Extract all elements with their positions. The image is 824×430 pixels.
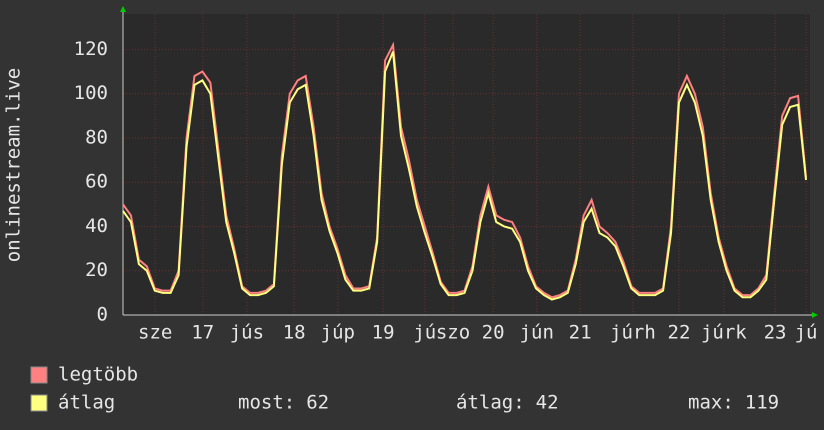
x-tick-label: 23: [764, 322, 787, 344]
y-axis-label: onlinestream.live: [3, 68, 25, 262]
stat-value: 62: [306, 392, 329, 414]
x-tick-label: 20: [482, 322, 505, 344]
stat-value: 42: [536, 392, 559, 414]
y-tick-label: 100: [74, 82, 108, 104]
stat-label: most:: [238, 392, 295, 414]
x-tick-label: 22: [668, 322, 691, 344]
y-tick-label: 120: [74, 38, 108, 60]
x-tick-label: jús: [230, 322, 264, 344]
x-tick-label: 19: [372, 322, 395, 344]
series-line: [122, 51, 808, 301]
axis-arrow: [812, 312, 818, 318]
y-tick-label: 20: [85, 259, 108, 281]
y-tick-label: 60: [85, 171, 108, 193]
y-tick-label: 80: [85, 126, 108, 148]
legend-swatch: [30, 394, 48, 412]
stat-label: átlag:: [456, 392, 525, 414]
y-tick-label: 40: [85, 215, 108, 237]
x-tick-label: jú: [413, 322, 436, 344]
stat-value: 119: [745, 392, 779, 414]
legend-label: legtöbb: [58, 364, 138, 386]
x-tick-label: júrk: [701, 322, 747, 344]
x-tick-label: 17: [191, 322, 214, 344]
y-tick-label: 0: [97, 304, 108, 326]
x-tick-label: júp: [321, 322, 355, 344]
x-tick-label: jú: [795, 322, 818, 344]
x-tick-label: szo: [436, 322, 470, 344]
x-tick-label: 21: [569, 322, 592, 344]
x-tick-label: júrh: [610, 322, 656, 344]
x-tick-label: jún: [520, 322, 554, 344]
stat-label: max:: [688, 392, 734, 414]
legend-label: átlag: [58, 392, 115, 414]
legend-swatch: [30, 366, 48, 384]
x-tick-label: sze: [138, 322, 172, 344]
x-tick-label: 18: [283, 322, 306, 344]
axis-arrow: [120, 6, 126, 12]
